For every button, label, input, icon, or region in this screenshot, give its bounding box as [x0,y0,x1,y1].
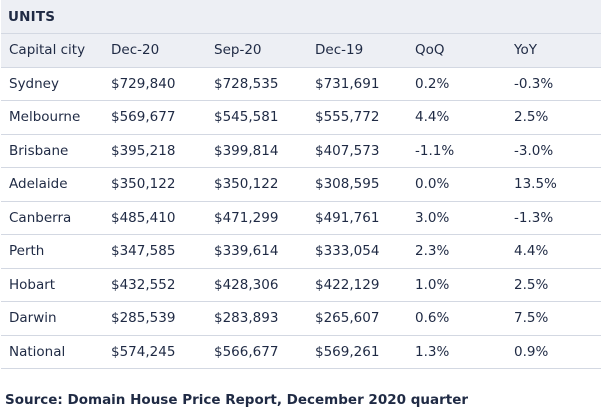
cell-yoy: -1.3% [514,209,554,226]
cell-yoy: 2.5% [514,276,549,293]
cell-capital-city: National [9,343,66,360]
cell-yoy: -0.3% [514,75,554,92]
cell-qoq: 0.6% [415,310,450,327]
cell-capital-city: Darwin [9,310,57,327]
table-row: Hobart $432,552 $428,306 $422,129 1.0% 2.5% [1,268,601,302]
cell-dec-19: $569,261 [315,343,380,360]
table-row: Brisbane $395,218 $399,814 $407,573 -1.1% -3.… [1,134,601,168]
cell-dec-19: $491,761 [315,209,380,226]
cell-dec-19: $265,607 [315,310,380,327]
cell-dec-20: $350,122 [111,176,176,193]
table-row: Sydney $729,840 $728,535 $731,691 0.2% -0.3% [1,67,601,101]
table-row: Canberra $485,410 $471,299 $491,761 3.0% -1.3… [1,201,601,235]
cell-sep-20: $428,306 [214,276,279,293]
cell-dec-19: $422,129 [315,276,380,293]
table-title-bar: UNITS [1,0,601,34]
cell-qoq: 0.0% [415,176,450,193]
cell-qoq: 0.2% [415,75,450,92]
table-title: UNITS [8,8,56,25]
cell-capital-city: Brisbane [9,142,69,159]
cell-capital-city: Canberra [9,209,72,226]
cell-sep-20: $545,581 [214,109,279,126]
table-body: Sydney $729,840 $728,535 $731,691 0.2% -0.3% M… [1,67,601,369]
table-row: Perth $347,585 $339,614 $333,054 2.3% 4.4% [1,235,601,269]
cell-dec-19: $555,772 [315,109,380,126]
cell-dec-19: $407,573 [315,142,380,159]
cell-sep-20: $339,614 [214,243,279,260]
cell-dec-20: $347,585 [111,243,176,260]
cell-dec-20: $569,677 [111,109,176,126]
cell-sep-20: $728,535 [214,75,279,92]
cell-dec-19: $731,691 [315,75,380,92]
cell-qoq: 4.4% [415,109,450,126]
cell-dec-20: $285,539 [111,310,176,327]
table-header-row: Capital city Dec-20 Sep-20 Dec-19 QoQ Yo… [1,34,601,68]
cell-qoq: 2.3% [415,243,450,260]
cell-qoq: 1.0% [415,276,450,293]
cell-capital-city: Adelaide [9,176,68,193]
cell-yoy: 4.4% [514,243,549,260]
source-note: Source: Domain House Price Report, Decem… [5,392,469,408]
table-row: National $574,245 $566,677 $569,261 1.3% 0.9% [1,335,601,369]
cell-qoq: -1.1% [415,142,455,159]
table-row: Darwin $285,539 $283,893 $265,607 0.6% 7.5% [1,302,601,336]
cell-dec-19: $333,054 [315,243,380,260]
cell-dec-20: $485,410 [111,209,176,226]
header-dec-19: Dec-19 [315,42,364,59]
header-yoy: YoY [514,42,537,59]
cell-sep-20: $566,677 [214,343,279,360]
header-qoq: QoQ [415,42,445,59]
cell-sep-20: $283,893 [214,310,279,327]
header-capital-city: Capital city [9,42,86,59]
table-row: Melbourne $569,677 $545,581 $555,772 4.4% 2.5… [1,101,601,135]
cell-qoq: 1.3% [415,343,450,360]
header-sep-20: Sep-20 [214,42,262,59]
cell-capital-city: Melbourne [9,109,81,126]
cell-dec-19: $308,595 [315,176,380,193]
cell-dec-20: $729,840 [111,75,176,92]
cell-sep-20: $471,299 [214,209,279,226]
cell-capital-city: Perth [9,243,45,260]
cell-yoy: 2.5% [514,109,549,126]
cell-yoy: 0.9% [514,343,549,360]
cell-dec-20: $432,552 [111,276,176,293]
cell-dec-20: $395,218 [111,142,176,159]
cell-yoy: 7.5% [514,310,549,327]
cell-capital-city: Hobart [9,276,56,293]
cell-dec-20: $574,245 [111,343,176,360]
table-row: Adelaide $350,122 $350,122 $308,595 0.0% 13.5… [1,168,601,202]
units-table: UNITS Capital city Dec-20 Sep-20 Dec-19 … [1,0,601,372]
cell-qoq: 3.0% [415,209,450,226]
cell-sep-20: $399,814 [214,142,279,159]
header-dec-20: Dec-20 [111,42,160,59]
cell-yoy: 13.5% [514,176,557,193]
cell-capital-city: Sydney [9,75,59,92]
cell-yoy: -3.0% [514,142,554,159]
cell-sep-20: $350,122 [214,176,279,193]
